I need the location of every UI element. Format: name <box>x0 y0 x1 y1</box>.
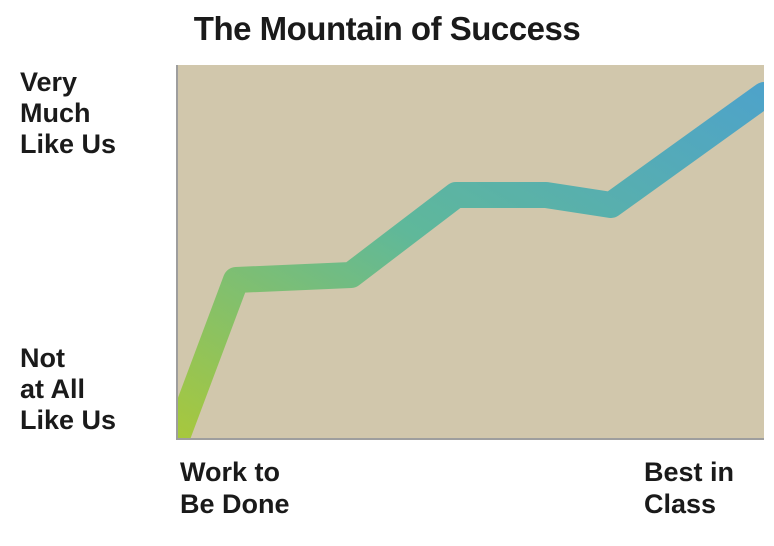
x-axis-label-left: Work toBe Done <box>180 456 290 521</box>
line-chart-svg <box>176 65 764 440</box>
chart-frame: The Mountain of Success VeryMuchLike Us … <box>0 0 774 546</box>
chart-title: The Mountain of Success <box>0 10 774 48</box>
y-axis-label-bottom: Notat AllLike Us <box>20 343 116 436</box>
y-axis-label-top: VeryMuchLike Us <box>20 67 116 160</box>
x-axis-label-right: Best inClass <box>644 456 734 521</box>
plot-area <box>176 65 764 440</box>
